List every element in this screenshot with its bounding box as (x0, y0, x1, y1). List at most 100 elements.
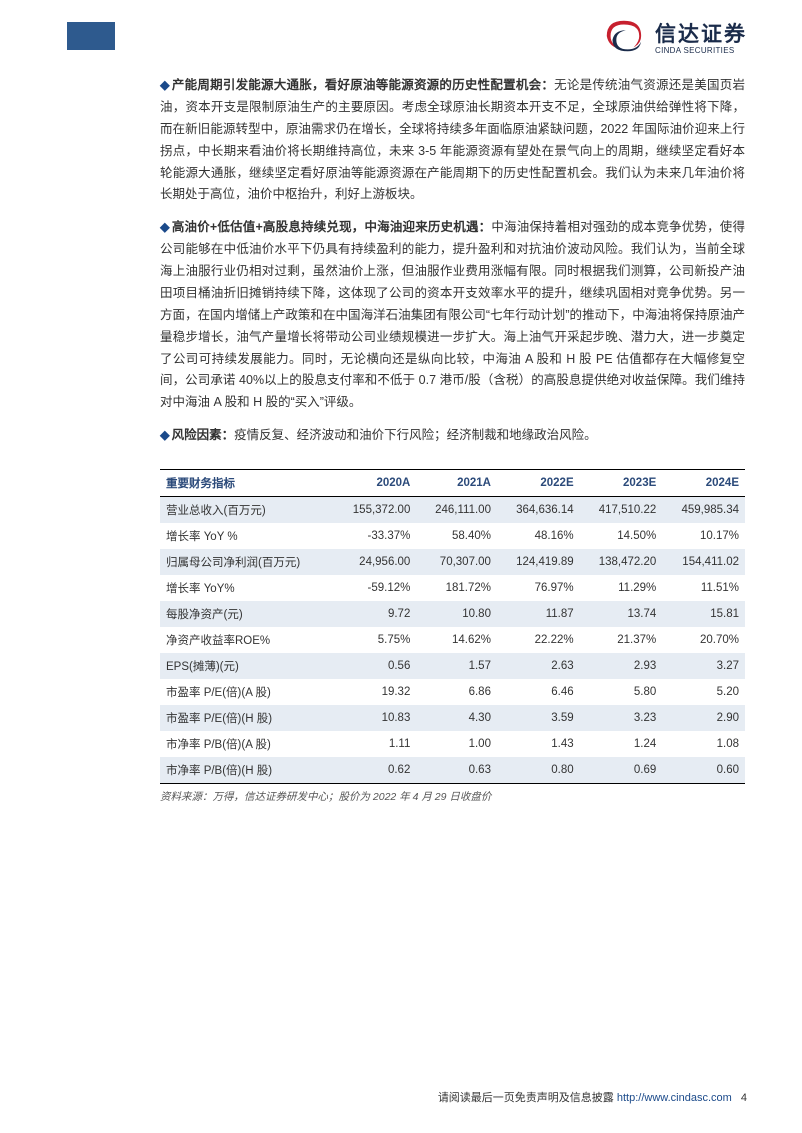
value-cell: 4.30 (416, 705, 497, 731)
value-cell: 5.75% (334, 627, 417, 653)
page-footer: 请阅读最后一页免责声明及信息披露 http://www.cindasc.com … (438, 1089, 747, 1105)
value-cell: 0.62 (334, 757, 417, 784)
value-cell: 15.81 (662, 601, 745, 627)
value-cell: 13.74 (580, 601, 663, 627)
value-cell: 22.22% (497, 627, 580, 653)
metric-cell: 营业总收入(百万元) (160, 497, 334, 524)
metric-cell: 市盈率 P/E(倍)(H 股) (160, 705, 334, 731)
metric-cell: 市净率 P/B(倍)(A 股) (160, 731, 334, 757)
value-cell: 154,411.02 (662, 549, 745, 575)
value-cell: 5.80 (580, 679, 663, 705)
financial-table-wrap: 重要财务指标 2020A 2021A 2022E 2023E 2024E 营业总… (160, 469, 745, 804)
th-2023e: 2023E (580, 470, 663, 497)
value-cell: 246,111.00 (416, 497, 497, 524)
value-cell: 0.63 (416, 757, 497, 784)
value-cell: 0.60 (662, 757, 745, 784)
value-cell: 0.69 (580, 757, 663, 784)
metric-cell: 市净率 P/B(倍)(H 股) (160, 757, 334, 784)
p2-body: 中海油保持着相对强劲的成本竞争优势，使得公司能够在中低油价水平下仍具有持续盈利的… (160, 220, 745, 409)
metric-cell: EPS(摊薄)(元) (160, 653, 334, 679)
company-logo: 信达证券 CINDA SECURITIES (599, 15, 747, 57)
value-cell: 3.59 (497, 705, 580, 731)
value-cell: 181.72% (416, 575, 497, 601)
table-row: 市净率 P/B(倍)(A 股)1.111.001.431.241.08 (160, 731, 745, 757)
bullet-diamond-icon: ◆ (160, 78, 170, 92)
value-cell: 1.43 (497, 731, 580, 757)
value-cell: 1.00 (416, 731, 497, 757)
value-cell: 58.40% (416, 523, 497, 549)
value-cell: 76.97% (497, 575, 580, 601)
value-cell: 9.72 (334, 601, 417, 627)
value-cell: 10.80 (416, 601, 497, 627)
value-cell: 364,636.14 (497, 497, 580, 524)
bullet-diamond-icon: ◆ (160, 220, 170, 234)
paragraph-1: ◆产能周期引发能源大通胀，看好原油等能源资源的历史性配置机会：无论是传统油气资源… (160, 75, 745, 206)
value-cell: 20.70% (662, 627, 745, 653)
value-cell: 2.90 (662, 705, 745, 731)
th-2020a: 2020A (334, 470, 417, 497)
table-row: 增长率 YoY%-59.12%181.72%76.97%11.29%11.51% (160, 575, 745, 601)
value-cell: 6.86 (416, 679, 497, 705)
table-row: 营业总收入(百万元)155,372.00246,111.00364,636.14… (160, 497, 745, 524)
value-cell: 10.17% (662, 523, 745, 549)
value-cell: 11.87 (497, 601, 580, 627)
footer-text: 请阅读最后一页免责声明及信息披露 (438, 1092, 614, 1104)
value-cell: 3.27 (662, 653, 745, 679)
metric-cell: 归属母公司净利润(百万元) (160, 549, 334, 575)
value-cell: 0.80 (497, 757, 580, 784)
metric-cell: 增长率 YoY % (160, 523, 334, 549)
metric-cell: 增长率 YoY% (160, 575, 334, 601)
table-row: EPS(摊薄)(元)0.561.572.632.933.27 (160, 653, 745, 679)
p3-lead: 风险因素： (172, 428, 235, 442)
value-cell: 19.32 (334, 679, 417, 705)
main-content: ◆产能周期引发能源大通胀，看好原油等能源资源的历史性配置机会：无论是传统油气资源… (160, 75, 745, 804)
value-cell: 5.20 (662, 679, 745, 705)
footer-page-number: 4 (741, 1092, 747, 1104)
table-row: 市净率 P/B(倍)(H 股)0.620.630.800.690.60 (160, 757, 745, 784)
value-cell: 0.56 (334, 653, 417, 679)
value-cell: 24,956.00 (334, 549, 417, 575)
p2-lead: 高油价+低估值+高股息持续兑现，中海油迎来历史机遇： (172, 220, 492, 234)
value-cell: 138,472.20 (580, 549, 663, 575)
metric-cell: 净资产收益率ROE% (160, 627, 334, 653)
logo-text-en: CINDA SECURITIES (655, 46, 747, 55)
value-cell: 10.83 (334, 705, 417, 731)
paragraph-2: ◆高油价+低估值+高股息持续兑现，中海油迎来历史机遇：中海油保持着相对强劲的成本… (160, 217, 745, 414)
value-cell: 14.50% (580, 523, 663, 549)
value-cell: 11.51% (662, 575, 745, 601)
paragraph-3: ◆风险因素：疫情反复、经济波动和油价下行风险；经济制裁和地缘政治风险。 (160, 425, 745, 447)
value-cell: 6.46 (497, 679, 580, 705)
value-cell: 1.11 (334, 731, 417, 757)
table-row: 归属母公司净利润(百万元)24,956.0070,307.00124,419.8… (160, 549, 745, 575)
th-2021a: 2021A (416, 470, 497, 497)
value-cell: 155,372.00 (334, 497, 417, 524)
logo-text-cn: 信达证券 (655, 18, 747, 48)
value-cell: 417,510.22 (580, 497, 663, 524)
value-cell: -59.12% (334, 575, 417, 601)
th-2022e: 2022E (497, 470, 580, 497)
value-cell: 459,985.34 (662, 497, 745, 524)
p3-body: 疫情反复、经济波动和油价下行风险；经济制裁和地缘政治风险。 (234, 428, 597, 442)
value-cell: 14.62% (416, 627, 497, 653)
table-source: 资料来源：万得，信达证券研发中心；股价为 2022 年 4 月 29 日收盘价 (160, 789, 745, 804)
footer-link[interactable]: http://www.cindasc.com (617, 1092, 732, 1104)
table-row: 净资产收益率ROE%5.75%14.62%22.22%21.37%20.70% (160, 627, 745, 653)
value-cell: 1.57 (416, 653, 497, 679)
value-cell: 124,419.89 (497, 549, 580, 575)
value-cell: 11.29% (580, 575, 663, 601)
p1-lead: 产能周期引发能源大通胀，看好原油等能源资源的历史性配置机会： (172, 78, 554, 92)
th-2024e: 2024E (662, 470, 745, 497)
table-row: 增长率 YoY %-33.37%58.40%48.16%14.50%10.17% (160, 523, 745, 549)
value-cell: -33.37% (334, 523, 417, 549)
value-cell: 1.24 (580, 731, 663, 757)
table-row: 市盈率 P/E(倍)(H 股)10.834.303.593.232.90 (160, 705, 745, 731)
table-row: 每股净资产(元)9.7210.8011.8713.7415.81 (160, 601, 745, 627)
p1-body: 无论是传统油气资源还是美国页岩油，资本开支是限制原油生产的主要原因。考虑全球原油… (160, 78, 745, 201)
metric-cell: 每股净资产(元) (160, 601, 334, 627)
table-header-row: 重要财务指标 2020A 2021A 2022E 2023E 2024E (160, 470, 745, 497)
bullet-diamond-icon: ◆ (160, 428, 170, 442)
metric-cell: 市盈率 P/E(倍)(A 股) (160, 679, 334, 705)
header-accent-bar (67, 22, 115, 50)
value-cell: 21.37% (580, 627, 663, 653)
value-cell: 2.63 (497, 653, 580, 679)
